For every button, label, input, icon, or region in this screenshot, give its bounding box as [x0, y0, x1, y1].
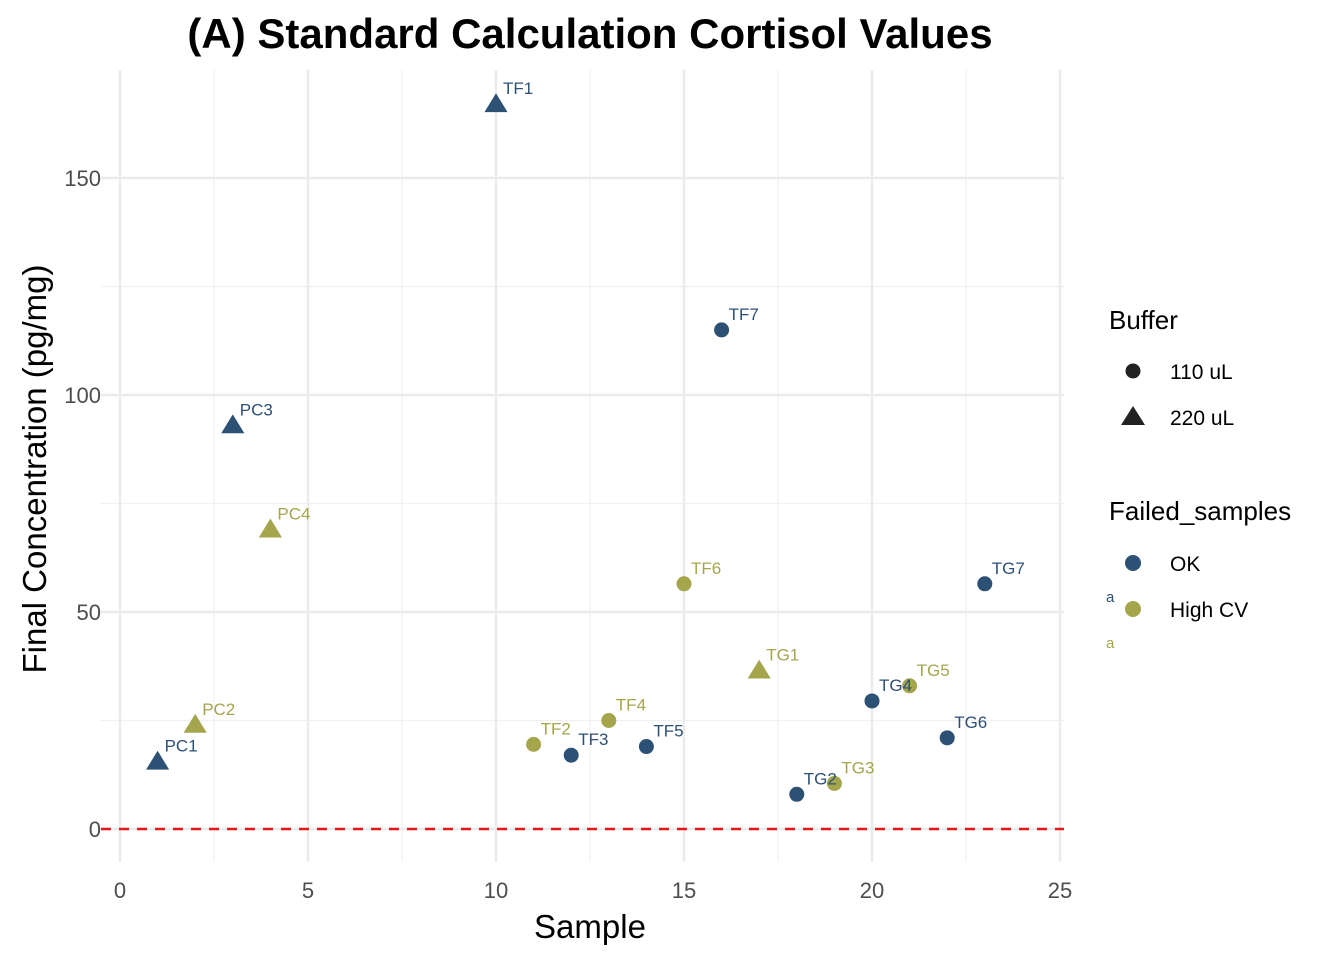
x-tick-label: 20: [860, 878, 884, 903]
data-point-triangle: [484, 93, 508, 113]
data-point-circle: [676, 576, 692, 592]
data-point-circle: [826, 775, 842, 791]
y-tick-label: 150: [64, 166, 101, 191]
data-point-circle: [864, 693, 880, 709]
point-label: TG6: [954, 713, 987, 732]
point-label: PC4: [277, 505, 310, 524]
data-point-circle: [902, 678, 918, 694]
data-point-triangle: [183, 713, 207, 733]
data-point-circle: [638, 739, 654, 755]
point-label: TG4: [879, 676, 912, 695]
point-label: TF6: [691, 559, 721, 578]
point-label: TF4: [616, 696, 646, 715]
legend-key-circle: [1125, 363, 1141, 379]
point-label: TG2: [804, 769, 837, 788]
legend-key-text: a: [1106, 589, 1115, 606]
point-label: TF7: [729, 305, 759, 324]
point-label: TG1: [766, 646, 799, 665]
legend-key-text: a: [1106, 635, 1115, 652]
data-point-circle: [789, 786, 805, 802]
legend-key-status: [1125, 555, 1141, 571]
y-tick-label: 100: [64, 383, 101, 408]
point-label: TG5: [917, 661, 950, 680]
y-tick-label: 0: [89, 817, 101, 842]
data-point-circle: [563, 747, 579, 763]
x-tick-label: 25: [1048, 878, 1072, 903]
data-point-triangle: [146, 750, 170, 770]
grid: [101, 70, 1064, 862]
legend-label-buffer: 110 uL: [1170, 361, 1233, 384]
y-axis-title: Final Concentration (pg/mg): [16, 264, 53, 673]
point-label: TF2: [541, 719, 571, 738]
y-tick-label: 50: [77, 600, 101, 625]
legend-key-triangle: [1121, 406, 1145, 425]
legend-label-status: High CV: [1170, 599, 1248, 622]
legend-title-buffer: Buffer: [1109, 305, 1178, 335]
point-label: PC3: [240, 400, 273, 419]
y-axis-ticks: 0 50 100 150: [64, 166, 101, 842]
x-tick-label: 10: [484, 878, 508, 903]
point-label: PC2: [202, 700, 235, 719]
point-label: PC1: [165, 737, 198, 756]
legend-key-status: [1125, 601, 1141, 617]
legend-label-buffer: 220 uL: [1170, 407, 1234, 430]
point-label: TG3: [841, 758, 874, 777]
legend-label-status: OK: [1170, 553, 1200, 576]
point-label: TG7: [992, 559, 1025, 578]
data-point-triangle: [258, 518, 282, 538]
point-label: TF5: [653, 722, 683, 741]
point-labels: PC1PC2PC3PC4TF1TF2TF3TF4TF5TF6TF7TG1TG2T…: [165, 79, 1025, 788]
data-points: [146, 93, 993, 802]
chart-title: (A) Standard Calculation Cortisol Values: [187, 10, 992, 57]
data-point-circle: [714, 322, 730, 338]
data-point-circle: [601, 713, 617, 728]
x-tick-label: 5: [302, 878, 314, 903]
point-label: TF1: [503, 79, 533, 98]
x-axis-ticks: 0 5 10 15 20 25: [114, 878, 1072, 903]
data-point-circle: [977, 576, 993, 592]
legend-title-failed-samples: Failed_samples: [1109, 496, 1291, 526]
data-point-triangle: [221, 414, 245, 434]
data-point-circle: [939, 730, 955, 746]
data-point-triangle: [747, 659, 771, 679]
point-label: TF3: [578, 730, 608, 749]
x-axis-title: Sample: [534, 908, 646, 945]
x-tick-label: 0: [114, 878, 126, 903]
x-tick-label: 15: [672, 878, 696, 903]
data-point-circle: [526, 736, 542, 752]
